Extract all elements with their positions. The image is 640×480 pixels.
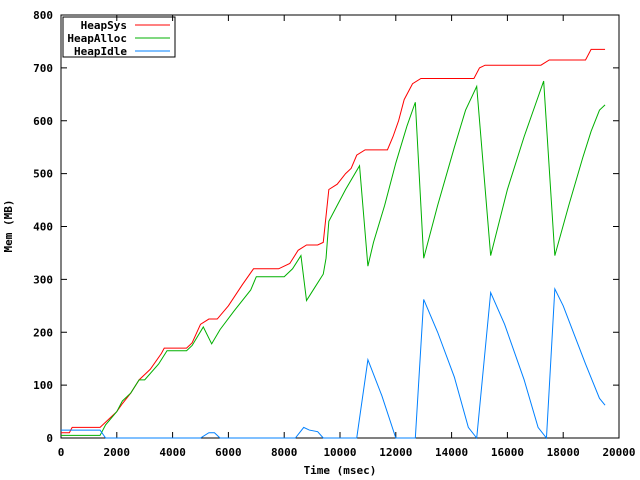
y-tick-label: 400 [33, 221, 53, 234]
y-tick-label: 200 [33, 326, 53, 339]
x-tick-label: 4000 [159, 446, 186, 459]
y-tick-label: 0 [46, 432, 53, 445]
y-tick-label: 300 [33, 273, 53, 286]
x-tick-label: 6000 [215, 446, 242, 459]
y-axis-label: Mem (MB) [2, 200, 15, 253]
y-tick-label: 600 [33, 115, 53, 128]
x-tick-label: 0 [58, 446, 65, 459]
data-line [61, 80, 606, 436]
x-tick-label: 14000 [435, 446, 468, 459]
x-tick-label: 16000 [491, 446, 524, 459]
legend-label: HeapSys [81, 19, 127, 32]
x-tick-label: 20000 [602, 446, 635, 459]
y-tick-label: 100 [33, 379, 53, 392]
x-tick-label: 8000 [271, 446, 298, 459]
legend-box [62, 16, 176, 58]
x-tick-label: 2000 [104, 446, 131, 459]
x-tick-label: 18000 [547, 446, 580, 459]
data-line [61, 48, 606, 434]
y-tick-label: 700 [33, 62, 53, 75]
data-line [61, 286, 606, 440]
x-tick-label: 12000 [379, 446, 412, 459]
x-axis-label: Time (msec) [304, 464, 377, 477]
y-tick-label: 500 [33, 168, 53, 181]
legend-label: HeapAlloc [67, 32, 127, 45]
legend-label: HeapIdle [74, 45, 127, 58]
x-tick-label: 10000 [323, 446, 356, 459]
y-tick-label: 800 [33, 9, 53, 22]
